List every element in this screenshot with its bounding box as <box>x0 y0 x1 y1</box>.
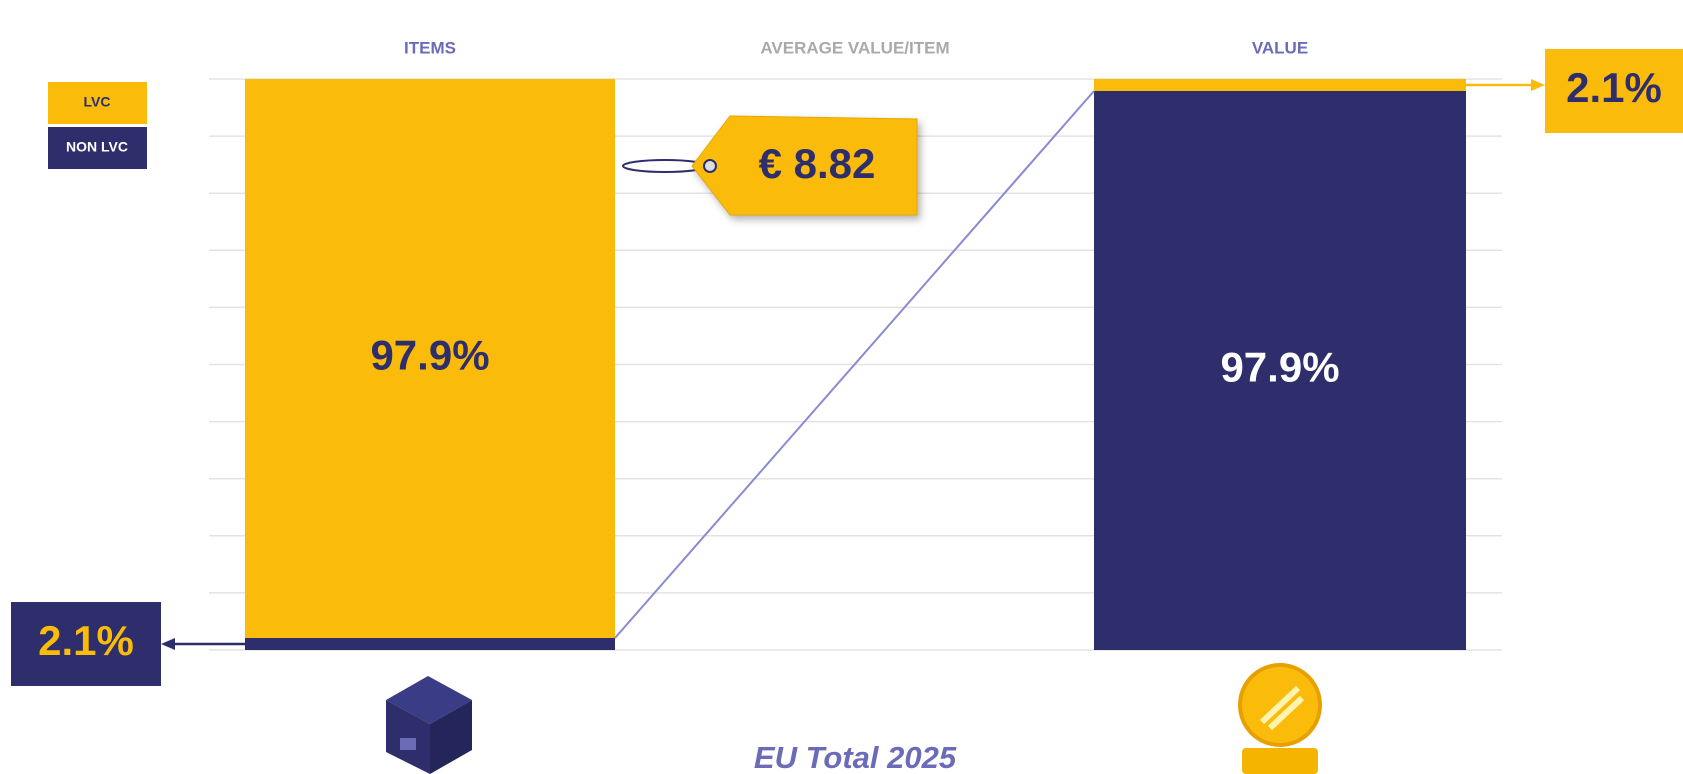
box-right <box>430 700 472 774</box>
legend-swatch <box>48 82 147 124</box>
box-left <box>386 700 430 774</box>
box-top <box>386 676 472 724</box>
marks <box>245 79 1466 651</box>
data-label: 97.9% <box>370 332 489 379</box>
coin-icon <box>1238 663 1322 774</box>
coin-symbol <box>1259 685 1305 731</box>
chart-title: EU Total 2025 <box>754 740 957 774</box>
legend-label: NON LVC <box>66 139 128 155</box>
category-header: VALUE <box>1252 38 1308 57</box>
bar-segment <box>1094 79 1466 91</box>
legend-swatch <box>48 127 147 169</box>
box-icon <box>386 676 472 774</box>
arrow-head <box>161 638 175 651</box>
callout-box <box>11 602 161 687</box>
price-tag: € 8.82 <box>622 115 918 216</box>
data-label: 2.1% <box>38 617 134 664</box>
tag-shape <box>691 115 918 216</box>
average-value: € 8.82 <box>759 140 876 187</box>
category-header: ITEMS <box>404 38 456 57</box>
data-label: 97.9% <box>1220 344 1339 391</box>
coin-stack <box>1242 748 1318 774</box>
connector-line <box>614 90 1095 639</box>
data-label: 2.1% <box>1566 64 1662 111</box>
box-label <box>400 738 416 750</box>
tag-hole <box>703 159 717 173</box>
callout-box <box>1545 49 1683 133</box>
middle-header: AVERAGE VALUE/ITEM <box>760 38 949 57</box>
bar-segment <box>245 638 615 650</box>
bar-segment <box>245 79 615 639</box>
bar-segment <box>1094 90 1466 651</box>
legend-label: LVC <box>84 94 111 110</box>
arrow-head <box>1531 78 1545 91</box>
